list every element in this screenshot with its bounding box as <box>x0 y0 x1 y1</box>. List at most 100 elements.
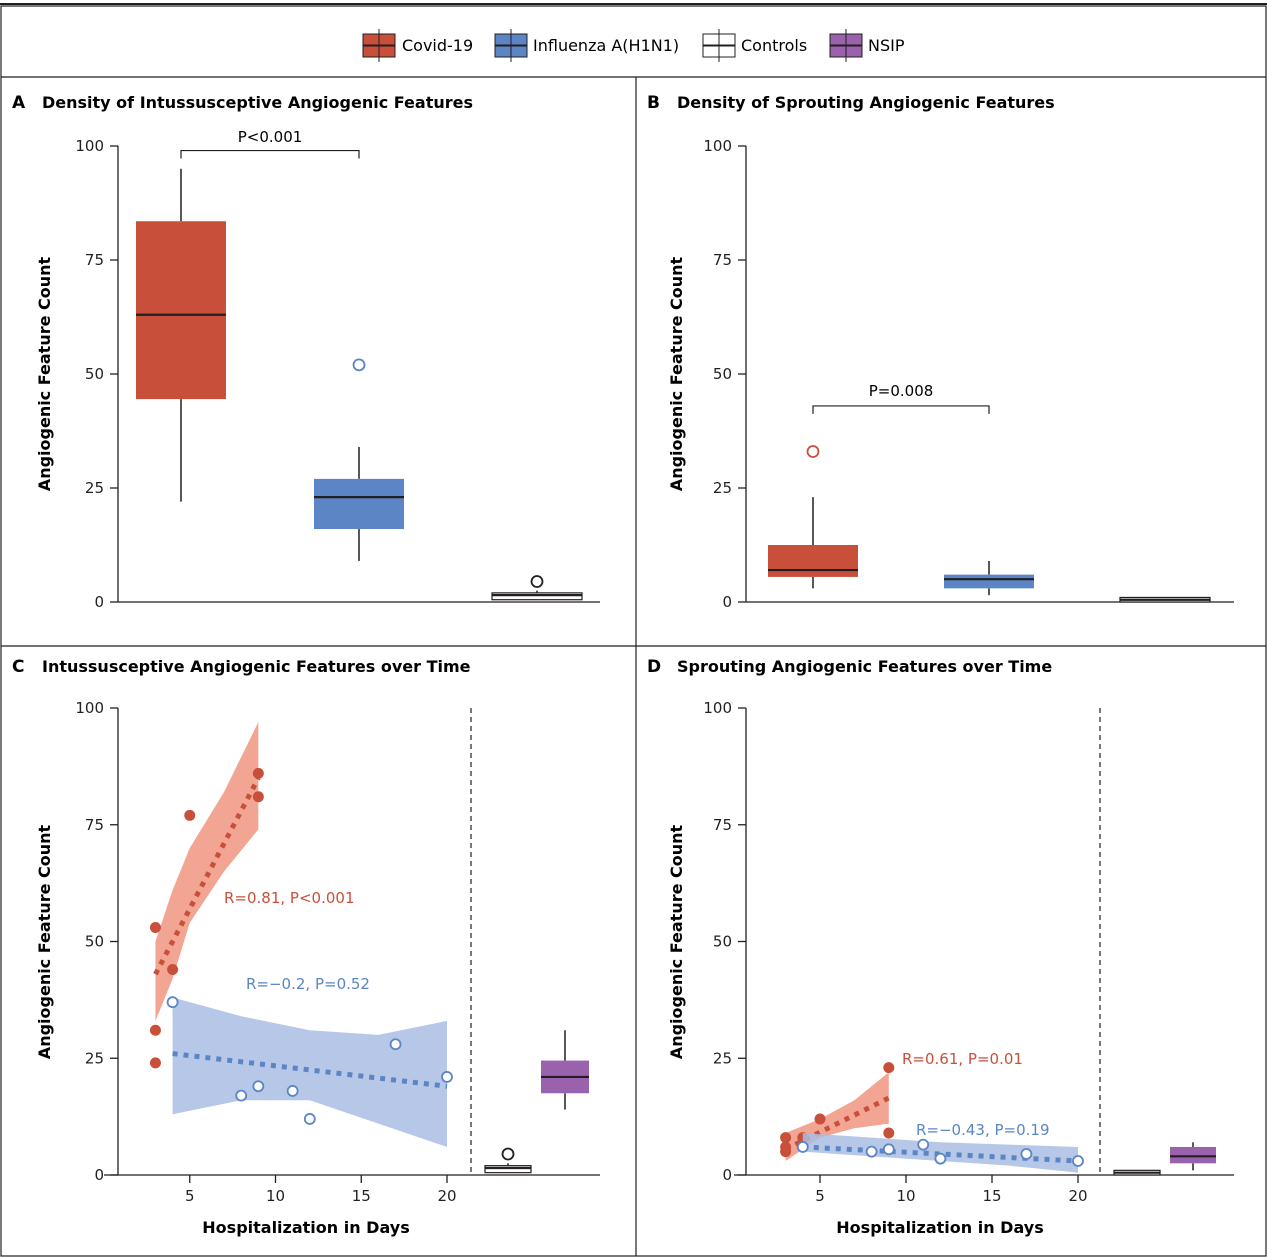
panel-d-flu-stat: R=−0.43, P=0.19 <box>916 1121 1050 1139</box>
figure-frame <box>0 5 1267 1257</box>
legend-label-covid: Covid-19 <box>402 36 473 55</box>
panel-a-flu-outlier <box>352 358 366 372</box>
panel-c-covid-point <box>167 964 179 976</box>
legend-label-nsip: NSIP <box>868 36 905 55</box>
panel-d-covid-point <box>814 1113 826 1125</box>
panel-a-pvalue: P<0.001 <box>238 128 303 146</box>
panel-c-covid-point <box>252 791 264 803</box>
panel-c-y-tick-label: 100 <box>75 699 104 717</box>
panel-d-flu-point <box>796 1141 809 1153</box>
panel-b-y-tick-label: 50 <box>713 365 732 383</box>
panel-c-x-tick-label: 15 <box>352 1187 371 1205</box>
legend-item-controls: Controls <box>702 29 807 62</box>
panel-c-flu-point <box>389 1038 402 1051</box>
panel-a-y-tick-label: 25 <box>85 479 104 497</box>
panel-c-y-tick-label: 0 <box>94 1166 104 1184</box>
panel-c-covid-point <box>149 921 161 933</box>
legend-label-flu: Influenza A(H1N1) <box>533 36 679 55</box>
panel-a-y-tick-label: 75 <box>85 251 104 269</box>
panel-a-controls-box <box>491 592 583 601</box>
panel-c-covid-point <box>252 767 264 779</box>
panel-c-covid-fit-line <box>153 776 261 976</box>
panel-d-flu-point <box>1020 1148 1033 1160</box>
panel-a-ylabel: Angiogenic Feature Count <box>35 256 54 491</box>
panel-d-flu-point <box>865 1145 878 1158</box>
panel-c-flu-confidence-band <box>172 997 447 1147</box>
panel-d-y-tick-label: 75 <box>713 816 732 834</box>
panel-c-flu-point <box>166 996 179 1009</box>
panel-d-title: Sprouting Angiogenic Features over Time <box>677 657 1052 676</box>
panel-d-xlabel: Hospitalization in Days <box>836 1218 1043 1237</box>
panel-d-heading: D Sprouting Angiogenic Features over Tim… <box>647 657 1052 677</box>
panel-b-pvalue: P=0.008 <box>869 382 934 400</box>
panel-c-ylabel: Angiogenic Feature Count <box>35 824 54 1059</box>
panel-c-controls-reference-outlier <box>501 1147 515 1161</box>
panel-d-covid-stat: R=0.61, P=0.01 <box>902 1050 1023 1068</box>
legend-label-controls: Controls <box>741 36 807 55</box>
panel-c-x-tick-label: 20 <box>437 1187 456 1205</box>
panel-a-y-tick-label: 50 <box>85 365 104 383</box>
panel-d-y-tick-label: 0 <box>722 1166 732 1184</box>
panel-c-covid-point <box>149 1024 161 1036</box>
plot-layer: 0 25 50 75 100 0 25 50 75 100 0 25 50 75 100 5 10 15 20 0 25… <box>75 137 1234 1205</box>
panel-d-flu-point <box>882 1143 895 1156</box>
panel-c-covid-point <box>184 809 196 821</box>
panel-d-x-tick-label: 20 <box>1068 1187 1087 1205</box>
panel-d-covid-fit-line <box>784 1095 890 1152</box>
panel-d-flu-point <box>934 1152 947 1165</box>
panel-d-y-tick-label: 100 <box>703 699 732 717</box>
panel-a-covid-box <box>136 221 226 400</box>
panel-c-letter: C <box>12 657 24 677</box>
panel-c-y-tick-label: 75 <box>85 816 104 834</box>
panel-d-letter: D <box>647 657 661 677</box>
panel-c-x-tick-label: 10 <box>266 1187 285 1205</box>
panel-a-title: Density of Intussusceptive Angiogenic Fe… <box>42 93 473 112</box>
panel-b-heading: B Density of Sprouting Angiogenic Featur… <box>647 93 1055 113</box>
panel-d-x-tick-label: 15 <box>982 1187 1001 1205</box>
panel-d-covid-point <box>883 1127 895 1139</box>
panel-d-flu-point <box>1072 1155 1084 1167</box>
panel-b-covid-box <box>768 545 858 577</box>
panel-a-controls-outlier <box>530 575 544 588</box>
panel-c-x-tick-label: 5 <box>185 1187 195 1205</box>
panel-c-covid-stat: R=0.81, P<0.001 <box>224 889 354 907</box>
panel-d-x-tick-label: 5 <box>815 1187 825 1205</box>
panel-c-flu-point <box>441 1071 453 1083</box>
panel-d-covid-point <box>780 1132 792 1144</box>
panel-b-ylabel: Angiogenic Feature Count <box>667 256 686 491</box>
panel-b-title: Density of Sprouting Angiogenic Features <box>677 93 1055 112</box>
legend-item-flu: Influenza A(H1N1) <box>494 29 679 62</box>
legend-item-nsip: NSIP <box>829 29 905 62</box>
panel-b-y-tick-label: 25 <box>713 479 732 497</box>
panel-d-flu-fit-line <box>802 1144 1079 1164</box>
panel-c-xlabel: Hospitalization in Days <box>202 1218 409 1237</box>
panel-b-flu-box <box>944 574 1034 589</box>
panel-c-flu-fit-line <box>172 1051 448 1089</box>
panel-c-flu-point <box>286 1085 299 1097</box>
legend-item-covid: Covid-19 <box>362 29 473 62</box>
panel-a-letter: A <box>12 93 26 113</box>
panel-b-y-tick-label: 100 <box>703 137 732 155</box>
panel-d-nsip-reference-box <box>1170 1146 1216 1164</box>
panel-b-letter: B <box>647 93 660 113</box>
panel-c-controls-reference-box <box>484 1165 532 1174</box>
panel-a-heading: A Density of Intussusceptive Angiogenic … <box>12 93 473 113</box>
panel-b-y-tick-label: 0 <box>722 593 732 611</box>
panel-c-y-tick-label: 50 <box>85 933 104 951</box>
panel-b-covid-outlier <box>806 445 820 458</box>
panel-c-flu-point <box>252 1080 265 1093</box>
panel-c-flu-stat: R=−0.2, P=0.52 <box>246 975 370 993</box>
panel-a-y-tick-label: 0 <box>94 593 104 611</box>
legend: Covid-19 Influenza A(H1N1) Controls NSIP <box>362 29 905 62</box>
panel-d-covid-point <box>780 1146 792 1158</box>
panel-b-y-tick-label: 75 <box>713 251 732 269</box>
panel-c-flu-point <box>303 1113 316 1125</box>
panel-c-y-tick-label: 25 <box>85 1049 104 1067</box>
panel-a-y-tick-label: 100 <box>75 137 104 155</box>
panel-c-covid-point <box>149 1057 161 1069</box>
panel-d-covid-point <box>883 1062 895 1074</box>
panel-d-ylabel: Angiogenic Feature Count <box>667 824 686 1059</box>
panel-a-flu-box <box>314 478 404 530</box>
panel-d-x-tick-label: 10 <box>896 1187 915 1205</box>
